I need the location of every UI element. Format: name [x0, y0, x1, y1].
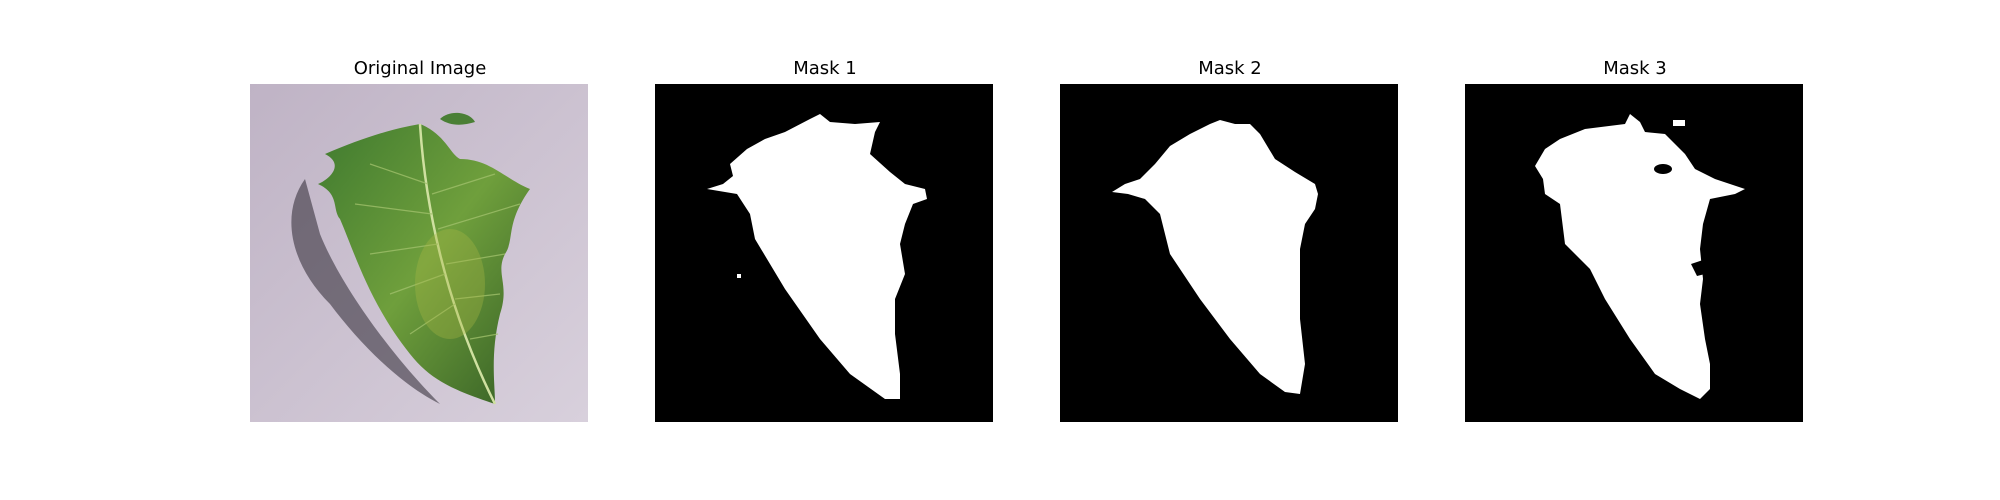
- mask-3-svg: [1465, 84, 1803, 422]
- leaf-yellow-patch: [415, 229, 485, 339]
- leaf-shape: [318, 124, 530, 404]
- leaf-shadow: [291, 179, 440, 404]
- leaf-midrib: [418, 123, 497, 405]
- leaf-tip: [440, 112, 475, 125]
- panel-title-mask-1: Mask 1: [793, 58, 857, 79]
- mask-3-image: [1465, 84, 1803, 422]
- leaf-photo: [250, 84, 588, 422]
- mask-1-image: [655, 84, 993, 422]
- mask-1-speck: [737, 274, 741, 278]
- original-image: [250, 84, 588, 422]
- mask-2-image: [1060, 84, 1398, 422]
- mask-3-notch: [1691, 260, 1705, 276]
- panel-title-mask-2: Mask 2: [1198, 58, 1262, 79]
- leaf-veins: [354, 163, 521, 340]
- mask-1-svg: [655, 84, 993, 422]
- mask-3-speck: [1673, 120, 1685, 126]
- mask-3-region: [1535, 114, 1745, 399]
- mask-1-region: [707, 114, 927, 399]
- mask-3-hole: [1654, 164, 1672, 174]
- mask-2-svg: [1060, 84, 1398, 422]
- panel-title-original: Original Image: [353, 58, 487, 79]
- mask-2-region: [1112, 120, 1318, 394]
- panel-title-mask-3: Mask 3: [1603, 58, 1667, 79]
